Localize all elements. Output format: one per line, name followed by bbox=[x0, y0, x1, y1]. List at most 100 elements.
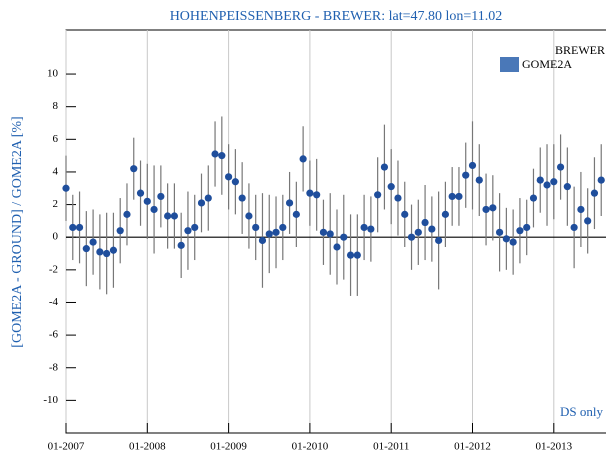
data-point bbox=[231, 178, 239, 186]
data-point bbox=[563, 183, 571, 191]
y-tick-label: -6 bbox=[49, 329, 59, 341]
y-tick-label: 6 bbox=[53, 133, 59, 145]
y-tick-label: 10 bbox=[47, 68, 59, 80]
data-point bbox=[441, 210, 449, 218]
data-point bbox=[407, 233, 416, 241]
x-tick-label: 01-2011 bbox=[373, 441, 409, 453]
data-point bbox=[123, 210, 131, 218]
data-point bbox=[374, 191, 382, 199]
legend-label: GOME2A bbox=[522, 57, 572, 71]
data-point bbox=[143, 197, 151, 205]
data-point bbox=[448, 192, 456, 201]
y-tick-label: -8 bbox=[49, 361, 59, 373]
x-tick-label: 01-2013 bbox=[535, 441, 572, 453]
data-point bbox=[435, 236, 443, 245]
data-point bbox=[584, 217, 592, 225]
data-point bbox=[509, 238, 517, 246]
data-point bbox=[62, 184, 70, 192]
data-point bbox=[82, 245, 90, 253]
data-point bbox=[536, 176, 544, 184]
x-tick-label: 01-2008 bbox=[129, 441, 166, 453]
data-point bbox=[502, 235, 510, 243]
data-point bbox=[150, 205, 158, 214]
y-tick-label: 2 bbox=[53, 198, 59, 210]
data-point bbox=[285, 199, 294, 207]
data-point bbox=[89, 238, 97, 246]
y-axis-label: [GOME2A - GROUND] / GOME2A [%] bbox=[10, 116, 25, 347]
data-point bbox=[468, 161, 477, 170]
data-point bbox=[360, 223, 368, 232]
legend-swatch bbox=[500, 57, 519, 72]
data-point bbox=[529, 194, 538, 202]
data-point bbox=[556, 163, 565, 171]
legend-title: BREWER bbox=[555, 43, 605, 57]
data-point bbox=[225, 173, 233, 181]
x-tick-label: 01-2012 bbox=[454, 441, 491, 453]
data-point bbox=[496, 228, 504, 236]
data-point bbox=[69, 223, 77, 232]
data-point bbox=[197, 199, 206, 207]
data-point bbox=[272, 228, 280, 236]
data-point bbox=[455, 192, 463, 201]
data-point bbox=[279, 223, 287, 232]
data-point bbox=[387, 183, 395, 191]
y-tick-label: 4 bbox=[53, 165, 59, 177]
data-point bbox=[306, 189, 314, 197]
data-point bbox=[116, 227, 124, 235]
data-point bbox=[475, 176, 483, 184]
data-point bbox=[204, 194, 212, 202]
data-point bbox=[184, 227, 192, 235]
data-point bbox=[103, 249, 111, 258]
y-tick-label: -2 bbox=[49, 263, 58, 275]
data-point bbox=[543, 181, 551, 189]
data-point bbox=[353, 251, 361, 259]
data-point bbox=[523, 223, 531, 232]
data-point bbox=[170, 212, 178, 220]
data-point bbox=[462, 171, 470, 179]
data-point bbox=[550, 178, 558, 186]
data-point bbox=[414, 228, 422, 236]
data-point bbox=[401, 210, 409, 218]
y-tick-label: -10 bbox=[43, 394, 58, 406]
data-point bbox=[394, 194, 402, 202]
data-point bbox=[157, 192, 165, 201]
data-point bbox=[130, 165, 138, 173]
x-tick-label: 01-2007 bbox=[48, 441, 85, 453]
data-point bbox=[577, 205, 585, 214]
data-point bbox=[313, 191, 321, 199]
data-point bbox=[367, 225, 375, 233]
annotation: DS only bbox=[560, 404, 603, 419]
data-point bbox=[489, 204, 497, 212]
x-tick-label: 01-2009 bbox=[210, 441, 247, 453]
x-tick-label: 01-2010 bbox=[292, 441, 329, 453]
data-point bbox=[252, 223, 260, 232]
data-point bbox=[319, 228, 328, 236]
data-point bbox=[211, 150, 219, 158]
data-point bbox=[164, 212, 172, 220]
data-point bbox=[177, 241, 185, 249]
chart-title: HOHENPEISSENBERG - BREWER: lat=47.80 lon… bbox=[170, 9, 503, 24]
data-point bbox=[590, 189, 599, 197]
data-point bbox=[96, 248, 104, 256]
data-point bbox=[299, 155, 307, 163]
data-point bbox=[258, 236, 267, 245]
y-tick-label: 8 bbox=[53, 100, 59, 112]
data-point bbox=[333, 243, 341, 251]
data-point bbox=[380, 163, 389, 171]
data-point bbox=[238, 194, 246, 202]
data-point bbox=[482, 205, 490, 214]
data-point bbox=[570, 223, 578, 232]
data-point bbox=[265, 230, 273, 238]
data-point bbox=[597, 176, 605, 184]
y-tick-label: -4 bbox=[49, 296, 59, 308]
y-tick-label: 0 bbox=[53, 231, 59, 243]
data-point bbox=[346, 251, 355, 259]
data-point bbox=[109, 246, 118, 254]
data-point bbox=[245, 212, 253, 220]
data-point bbox=[516, 227, 524, 235]
data-point bbox=[136, 189, 145, 197]
data-point bbox=[75, 223, 84, 232]
data-point bbox=[218, 152, 226, 160]
